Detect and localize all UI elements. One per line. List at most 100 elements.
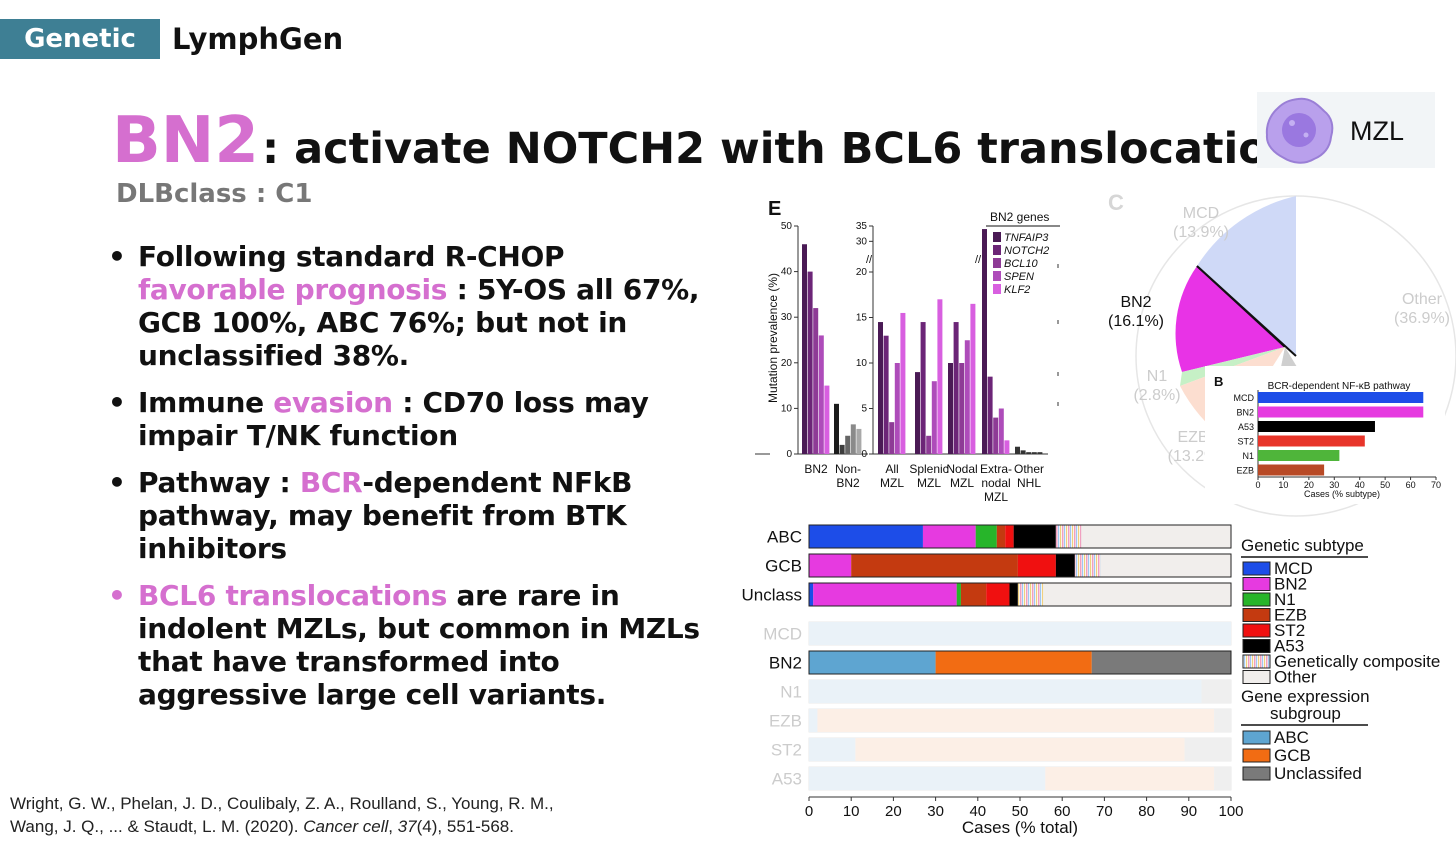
bullet-list: • Following standard R-CHOP favorable pro… (106, 240, 706, 725)
panel-e-bar-extra-nodal-mzl-bcl10 (993, 417, 999, 454)
legend-expression-title-1: Gene expression (1241, 687, 1370, 706)
panel-e-left-tick-3: 30 (781, 312, 793, 323)
panel-e-right-tick-5: 30 (856, 236, 868, 247)
panel-e-bar-splenic-mzl-notch2 (920, 322, 926, 454)
highlight-bcl6: BCL6 translocations (138, 579, 448, 612)
legend-label-st2: ST2 (1274, 621, 1305, 640)
stacked-upper-seg-abc-bn2 (922, 525, 976, 548)
stacked-upper-seg-unclass-a53 (1009, 583, 1018, 606)
panel-e-bar-non-bn2-bcl10 (845, 435, 851, 454)
panel-b-tick-4: 40 (1355, 480, 1365, 490)
panel-e-bar-bn2-bcl10 (813, 308, 819, 454)
svg-text://: // (866, 254, 873, 266)
panel-b-tick-3: 30 (1329, 480, 1339, 490)
stacked-upper-seg-abc-a53 (1013, 525, 1056, 548)
stacked-lower-row-label-ezb: EZB (769, 712, 802, 731)
stacked-tick-5: 50 (1012, 803, 1029, 820)
lymphocyte-cell-icon (1265, 97, 1334, 164)
legend-label-other: Other (1274, 668, 1317, 687)
panel-e-bar-all-mzl-klf2 (900, 312, 906, 454)
pie-bn2-slice (1175, 266, 1285, 372)
panel-e-bar-bn2-spen (818, 335, 824, 454)
panel-b-cat-n1: N1 (1242, 451, 1254, 461)
stacked-lower-seg-ezb-unclassifed (1214, 709, 1231, 732)
pie-label-mcd: MCD (1183, 205, 1219, 222)
stacked-upper-seg-gcb-composite (1074, 554, 1101, 577)
stacked-lower-seg-ezb-abc (809, 709, 818, 732)
panel-e-left-tick-1: 10 (781, 403, 793, 414)
pie-label-bn2: BN2 (1120, 294, 1151, 311)
highlight-bcr: BCR (299, 466, 363, 499)
stacked-tick-4: 40 (969, 803, 986, 820)
panel-e-bar-nodal-mzl-spen (964, 340, 970, 454)
stacked-upper-seg-gcb-ezb (851, 554, 1018, 577)
panel-e-bar-bn2-tnfaip3 (802, 244, 807, 454)
panel-e-bar-non-bn2-tnfaip3 (834, 403, 839, 454)
stacked-upper-seg-gcb-bn2 (809, 554, 852, 577)
panel-e-group-label-other-nhl: Other NHL (1014, 462, 1044, 490)
legend-label-bn2: BN2 (1274, 575, 1307, 594)
legend-swatch-mcd (1242, 561, 1271, 576)
stacked-xlabel: Cases (% total) (962, 818, 1078, 837)
panel-e-legend-swatch-spen (993, 271, 1001, 281)
bullet-pathway: • Pathway : BCR-dependent NFkB pathway, m… (108, 466, 633, 565)
panel-e-bar-bn2-notch2 (807, 271, 813, 454)
panel-e-legend-swatch-klf2 (993, 284, 1001, 294)
panel-e-group-label-all-mzl: All MZL (880, 462, 904, 490)
panel-e-bar-other-nhl-klf2 (1037, 452, 1043, 454)
legend-label-n1: N1 (1274, 590, 1296, 609)
stacked-upper-seg-unclass-st2 (986, 583, 1010, 606)
stacked-tick-10: 100 (1218, 803, 1243, 820)
panel-b-tick-5: 50 (1380, 480, 1390, 490)
legend-label-mcd: MCD (1274, 559, 1313, 578)
stacked-lower-seg-bn2-unclassifed (1091, 651, 1231, 674)
stacked-upper-seg-unclass-composite (1017, 583, 1044, 606)
stacked-tick-3: 30 (927, 803, 944, 820)
legend-label-expr-abc: ABC (1274, 728, 1309, 747)
panel-e-group-label-nodal-mzl: Nodal MZL (946, 462, 977, 490)
panel-e-bar-other-nhl-bcl10 (1026, 452, 1032, 454)
legend-swatch-other (1242, 670, 1271, 684)
panel-e-bar-extra-nodal-mzl-spen (998, 408, 1004, 454)
genetic-tag: Genetic (0, 19, 160, 59)
stacked-upper-seg-gcb-a53 (1055, 554, 1075, 577)
stacked-lower-seg-a53-gcb (1045, 767, 1215, 790)
panel-b-bar-n1 (1258, 450, 1340, 461)
legend-label-expr-unclassifed: Unclassifed (1274, 764, 1362, 783)
stacked-upper-seg-abc-ezb (996, 525, 1006, 548)
pie-grey-slice (1280, 347, 1300, 372)
stacked-upper-seg-gcb-st2 (1017, 554, 1056, 577)
stacked-lower-seg-a53-abc (809, 767, 1046, 790)
stacked-lower-row-label-n1: N1 (780, 683, 802, 702)
panel-e-bar-splenic-mzl-bcl10 (926, 435, 932, 454)
panel-e-ylabel: Mutation prevalence (%) (766, 273, 780, 403)
stacked-lower-seg-mcd-abc (809, 622, 1231, 645)
stacked-lower-seg-n1-unclassifed (1201, 680, 1231, 703)
panel-b-chart: B BCR-dependent NF-κB pathway MCD BN2 A53 S… (1205, 366, 1445, 504)
dlbclass-label: DLBclass : C1 (116, 179, 313, 209)
panel-e-legend-title: BN2 genes (990, 210, 1049, 224)
panel-b-cat-bn2: BN2 (1236, 408, 1254, 418)
panel-b-cat-ezb: EZB (1236, 466, 1254, 476)
pie-value-other: (36.9%) (1394, 310, 1450, 327)
legend-swatch-a53 (1242, 639, 1271, 653)
panel-e-bar-all-mzl-spen (894, 363, 900, 454)
panel-e-legend-spen: SPEN (1004, 271, 1034, 283)
stacked-tick-7: 70 (1096, 803, 1113, 820)
stacked-upper-seg-unclass-ezb (960, 583, 987, 606)
panel-e-right-tick-2: 10 (856, 358, 868, 369)
panel-e-bar-all-mzl-tnfaip3 (878, 322, 883, 454)
panel-b-cat-mcd: MCD (1234, 393, 1255, 403)
panel-b-tick-0: 0 (1255, 480, 1260, 490)
panel-e-legend-bcl10: BCL10 (1004, 258, 1039, 270)
panel-c-letter: C (1108, 190, 1124, 215)
legend-swatch-bn2 (1242, 577, 1271, 591)
stacked-upper-seg-abc-n1 (975, 525, 997, 548)
pie-label-other: Other (1402, 291, 1443, 308)
panel-e-legend-swatch-notch2 (993, 245, 1001, 255)
panel-e-group-label-bn2: BN2 (804, 462, 828, 476)
stacked-upper-seg-abc-mcd (809, 525, 923, 548)
panel-b-tick-7: 70 (1431, 480, 1441, 490)
legend-swatch-n1 (1242, 592, 1271, 607)
